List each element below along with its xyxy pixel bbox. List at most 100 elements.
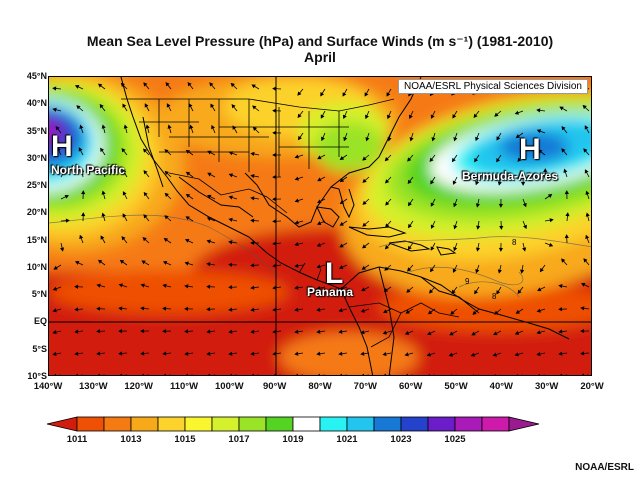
wind-arrow-head (252, 105, 257, 110)
wind-arrow-head (360, 330, 365, 335)
pressure-field (49, 77, 591, 375)
wind-arrow-head (492, 352, 497, 357)
wind-arrow-head (536, 129, 542, 134)
wind-arrow-head (362, 200, 367, 205)
wind-arrow-head (339, 156, 345, 160)
wind-arrow-head (338, 329, 343, 334)
lon-label: 50°W (444, 381, 468, 392)
wind-arrow-head (560, 373, 562, 375)
wind-arrow-head (407, 157, 412, 162)
wind-arrow-head (101, 124, 106, 129)
wind-arrow-head (362, 244, 367, 249)
wind-arrow-head (211, 124, 216, 130)
wind-arrow-head (473, 113, 478, 118)
wind-arrow-head (475, 180, 480, 186)
wind-arrow-head (515, 134, 521, 139)
wind-arrow-head (250, 263, 255, 268)
colorbar-cell (454, 416, 483, 432)
wind-arrow-head (339, 200, 345, 205)
wind-arrow-head (342, 114, 347, 119)
wind-arrow-head (451, 157, 456, 163)
wind-arrow-head (428, 373, 430, 375)
wind-arrow-head (142, 148, 148, 153)
wind-arrow-head (580, 306, 585, 311)
wind-arrow-head (559, 106, 564, 111)
wind-arrow-head (166, 103, 171, 108)
wind-arrow-head (585, 190, 590, 195)
wind-arrow-head (365, 137, 370, 142)
wind-arrow-head (79, 234, 84, 240)
contour-label: 9 (465, 277, 470, 286)
wind-arrow-head (250, 285, 255, 290)
wind-arrow-head (164, 192, 169, 198)
wind-arrow-head (496, 158, 501, 163)
wind-arrow-head (118, 351, 123, 356)
wind-arrow-head (317, 177, 322, 182)
wind-arrow-head (475, 136, 480, 142)
wind-arrow-head (364, 92, 369, 97)
wind-arrow-head (453, 246, 458, 252)
wind-arrow-head (187, 82, 192, 87)
contour-label: 8 (512, 238, 517, 247)
wind-arrow-head (119, 259, 125, 264)
wind-arrow-head (405, 309, 410, 314)
wind-arrow-head (297, 91, 302, 96)
colorbar-cell (346, 416, 375, 432)
borders (121, 98, 460, 348)
footer-credit: NOAA/ESRL (575, 462, 634, 473)
wind-arrow-head (231, 104, 236, 109)
lon-label: 40°W (489, 381, 513, 392)
wind-arrow-head (294, 220, 299, 225)
wind-arrow-head (185, 238, 190, 243)
wind-arrow-head (383, 309, 388, 314)
wind-arrow-head (426, 352, 431, 357)
wind-arrow-head (538, 373, 540, 375)
wind-arrow-head (74, 284, 79, 289)
wind-arrow (80, 374, 83, 375)
wind-arrow-head (316, 351, 321, 356)
wind-arrow-head (383, 288, 389, 292)
wind-arrow-head (564, 234, 569, 239)
wind-arrow-head (162, 351, 167, 356)
wind-arrow-head (121, 148, 126, 153)
wind-arrow-head (561, 148, 566, 153)
wind-arrow-head (142, 237, 147, 242)
wind-arrow-head (96, 306, 101, 311)
wind-arrow-head (97, 373, 100, 375)
wind-arrow-head (164, 149, 169, 154)
wind-arrow-head (251, 373, 254, 375)
wind-arrow-head (232, 125, 237, 130)
colorbar-cell (103, 416, 132, 432)
wind-arrow-head (100, 147, 105, 153)
wind-arrow-head (316, 242, 322, 247)
wind-arrow-head (140, 306, 145, 311)
wind-arrow-head (404, 330, 410, 335)
wind-arrow-head (339, 373, 342, 375)
wind-arrow-head (74, 351, 79, 356)
wind-arrow-head (514, 110, 520, 115)
wind-arrow-head (294, 329, 299, 334)
wind-arrow-head (294, 351, 299, 356)
wind-arrow-head (360, 351, 365, 356)
wind-arrow-head (361, 287, 366, 292)
wind-arrow-head (450, 374, 452, 375)
wind-arrow-head (453, 225, 458, 230)
wind-arrow-head (52, 86, 57, 91)
wind-arrow-head (294, 242, 299, 247)
wind-arrow-head (164, 170, 169, 176)
wind-arrow-head (272, 351, 277, 356)
wind-arrow-head (184, 329, 189, 334)
wind-arrow-head (228, 351, 233, 356)
wind-arrow-head (547, 194, 553, 198)
lon-label: 100°W (215, 381, 244, 392)
wind-arrow-head (582, 104, 587, 110)
wind-arrow-head (228, 151, 234, 156)
colorbar-label: 1011 (66, 434, 88, 445)
lat-label: 45°N (26, 71, 47, 81)
wind-arrow-head (406, 373, 408, 375)
wind-arrow-head (584, 169, 589, 174)
wind-arrow-head (564, 190, 569, 195)
wind-arrow-head (536, 308, 541, 313)
wind-arrow-head (206, 351, 211, 356)
wind-arrow-head (251, 84, 256, 89)
